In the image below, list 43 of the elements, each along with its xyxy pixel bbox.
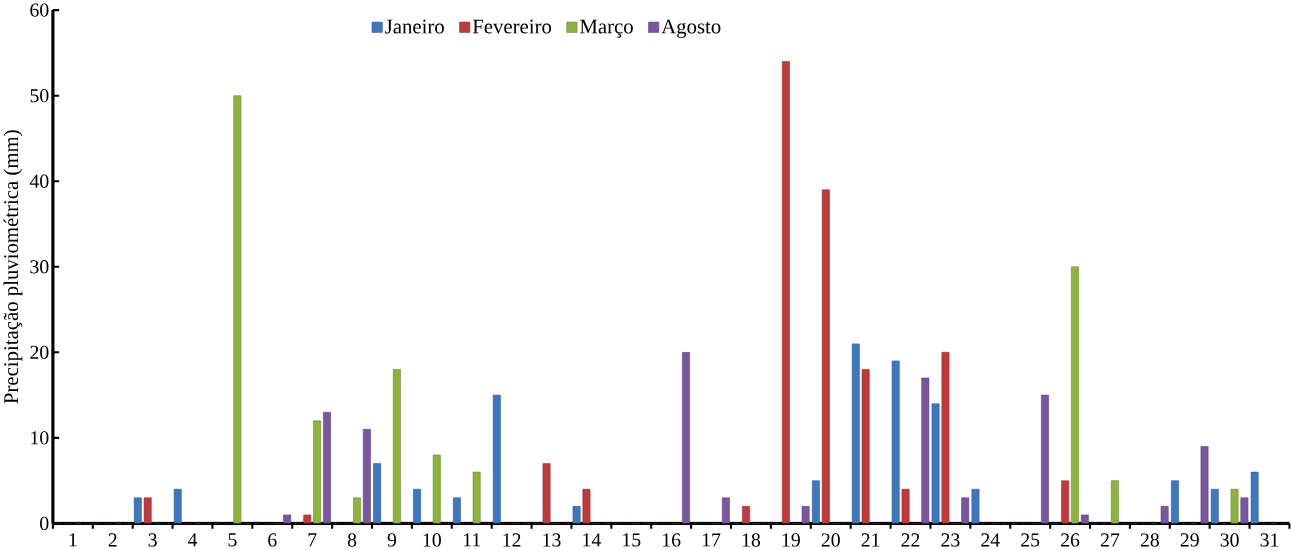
x-tick-label: 24 [981, 533, 1000, 547]
y-tick-label: 30 [30, 260, 49, 274]
legend-label: Fevereiro [472, 19, 552, 34]
x-tick-label: 29 [1180, 533, 1199, 547]
x-tick-label: 10 [423, 533, 441, 547]
x-tick-label: 16 [663, 533, 681, 547]
x-tick-label: 5 [228, 533, 237, 547]
legend-label: Agosto [661, 19, 721, 38]
x-tick-label: 31 [1260, 533, 1279, 547]
x-tick-label: 14 [583, 533, 601, 547]
y-tick-label: 40 [29, 174, 49, 188]
x-tick-label: 8 [347, 533, 357, 547]
x-tick-label: 26 [1061, 533, 1080, 547]
x-tick-label: 19 [782, 533, 800, 547]
x-tick-label: 7 [308, 533, 317, 547]
x-tick-label: 12 [503, 533, 521, 547]
y-tick-label: 10 [31, 431, 49, 445]
x-tick-label: 25 [1021, 533, 1040, 547]
y-tick-label: 0 [40, 516, 49, 531]
x-tick-label: 3 [148, 533, 157, 547]
x-tick-label: 13 [543, 533, 561, 547]
x-tick-label: 17 [702, 533, 721, 547]
x-tick-label: 22 [901, 533, 920, 547]
x-tick-label: 23 [941, 533, 960, 547]
x-tick-label: 4 [187, 533, 198, 547]
x-tick-label: 9 [387, 533, 397, 547]
x-tick-label: 11 [463, 533, 481, 547]
legend-label: Janeiro [385, 19, 444, 34]
y-tick-label: 60 [30, 3, 49, 17]
x-tick-label: 28 [1140, 533, 1159, 547]
x-tick-label: 20 [821, 533, 840, 547]
x-tick-label: 18 [742, 533, 761, 547]
x-tick-label: 1 [69, 533, 77, 547]
y-axis-title: Precipitação pluviométrica (mm) [3, 130, 23, 404]
x-tick-label: 21 [861, 533, 880, 547]
x-tick-label: 2 [108, 533, 117, 547]
legend-label: Março [580, 19, 633, 38]
x-tick-label: 15 [623, 533, 641, 547]
y-tick-label: 50 [30, 88, 49, 103]
y-tick-label: 20 [30, 345, 49, 359]
x-tick-label: 27 [1100, 533, 1120, 547]
x-tick-label: 6 [268, 533, 277, 547]
x-tick-label: 30 [1220, 533, 1239, 547]
